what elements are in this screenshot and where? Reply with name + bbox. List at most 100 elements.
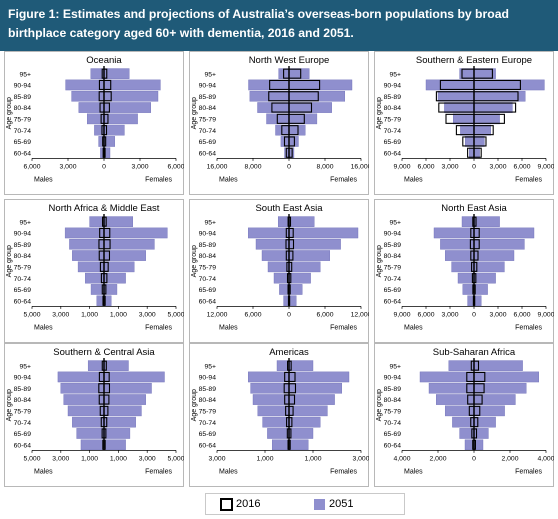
- y-tick-label: 80-84: [14, 105, 32, 112]
- bar-2051-female: [103, 250, 146, 261]
- bar-2051-female: [103, 227, 168, 239]
- chart-panel-north-east-asia: North East Asia 95+ 90-94 85-89 80-84 75-79 70…: [374, 199, 554, 343]
- x-tick-label: 2,000: [501, 455, 518, 462]
- bar-2051-male: [433, 227, 475, 239]
- legend: 2016 2051: [205, 493, 405, 515]
- bar-2051-male: [452, 113, 475, 125]
- y-tick-label: 75-79: [14, 408, 32, 415]
- x-tick-label: 6,000: [244, 311, 261, 318]
- y-tick-label: 60-64: [384, 442, 402, 449]
- bar-2051-male: [273, 272, 290, 284]
- chart-panel-southern-eastern-europe: Southern & Eastern Europe 95+ 90-94 85-89 80…: [374, 51, 554, 195]
- chart-title: North Africa & Middle East: [49, 203, 160, 214]
- bar-2051-female: [473, 360, 523, 371]
- y-tick-label: 75-79: [384, 408, 402, 415]
- y-tick-label: 65-69: [384, 431, 402, 438]
- x-tick-label: 3,000: [52, 455, 69, 462]
- pyramid-svg: North West Europe 95+ 90-94 85-89 80-84 75-79…: [189, 51, 369, 195]
- x-tick-label: 3,000: [352, 455, 369, 462]
- x-tick-label: 12,000: [207, 311, 228, 318]
- x-tick-label: 16,000: [351, 163, 369, 170]
- x-label-females: Females: [515, 468, 542, 475]
- bar-2051-male: [261, 250, 290, 261]
- y-tick-label: 70-74: [384, 128, 402, 135]
- chart-panel-south-east-asia: South East Asia 95+ 90-94 85-89 80-84 75-79 70…: [189, 199, 369, 343]
- x-label-males: Males: [404, 176, 423, 183]
- y-tick-label: 75-79: [384, 264, 402, 271]
- y-tick-label: 60-64: [199, 298, 217, 305]
- y-tick-label: 70-74: [384, 276, 402, 283]
- bar-2051-female: [103, 394, 146, 405]
- y-axis-label: Age group: [376, 97, 383, 129]
- x-tick-label: 8,000: [316, 163, 333, 170]
- x-label-males: Males: [219, 176, 238, 183]
- bar-2051-male: [425, 79, 475, 91]
- x-tick-label: 5,000: [23, 311, 40, 318]
- bar-2051-female: [103, 238, 155, 250]
- y-axis-label: Age group: [6, 389, 13, 421]
- y-tick-label: 70-74: [14, 276, 32, 283]
- bar-2051-female: [473, 405, 505, 417]
- bar-2051-male: [448, 360, 475, 371]
- y-tick-label: 80-84: [199, 105, 217, 112]
- bar-2051-male: [436, 394, 475, 405]
- chart-panel-north-west-europe: North West Europe 95+ 90-94 85-89 80-84 75-79…: [189, 51, 369, 195]
- bar-2051-male: [468, 147, 475, 159]
- y-tick-label: 95+: [19, 71, 31, 78]
- bar-2051-female: [288, 90, 345, 102]
- y-tick-label: 80-84: [384, 105, 402, 112]
- bar-2051-female: [473, 227, 535, 239]
- bar-2051-female: [473, 147, 480, 159]
- bar-2051-female: [103, 79, 161, 91]
- x-label-females: Females: [515, 176, 542, 183]
- y-tick-label: 95+: [204, 219, 216, 226]
- x-tick-label: 3,000: [208, 455, 225, 462]
- y-tick-label: 95+: [204, 363, 216, 370]
- y-tick-label: 80-84: [14, 397, 32, 404]
- x-tick-label: 4,000: [393, 455, 410, 462]
- x-tick-label: 12,000: [351, 311, 369, 318]
- y-tick-label: 60-64: [199, 442, 217, 449]
- bar-2051-male: [257, 405, 290, 417]
- x-tick-label: 0: [102, 163, 106, 170]
- y-tick-label: 65-69: [199, 431, 217, 438]
- bar-2051-male: [257, 102, 290, 113]
- x-tick-label: 8,000: [244, 163, 261, 170]
- y-tick-label: 95+: [389, 363, 401, 370]
- bar-2051-male: [252, 394, 290, 405]
- legend-label-2016: 2016: [236, 498, 261, 510]
- bar-2051-female: [288, 394, 335, 405]
- y-tick-label: 95+: [389, 71, 401, 78]
- bar-2051-female: [288, 136, 299, 147]
- x-label-males: Males: [34, 176, 53, 183]
- bar-2051-female: [103, 216, 133, 227]
- x-tick-label: 5,000: [23, 455, 40, 462]
- bar-2051-female: [473, 284, 488, 295]
- bar-2051-female: [103, 416, 136, 428]
- y-tick-label: 70-74: [199, 128, 217, 135]
- y-axis-label: Age group: [6, 97, 13, 129]
- chart-title: Sub-Saharan Africa: [433, 347, 516, 358]
- bar-2051-female: [473, 382, 527, 394]
- y-tick-label: 60-64: [199, 150, 217, 157]
- bar-2051-male: [87, 360, 105, 371]
- bar-2051-female: [288, 272, 311, 284]
- y-tick-label: 70-74: [199, 420, 217, 427]
- x-tick-label: 3,000: [441, 163, 458, 170]
- y-tick-label: 60-64: [384, 298, 402, 305]
- y-tick-label: 90-94: [384, 375, 402, 382]
- pyramid-svg: Southern & Central Asia 95+ 90-94 85-89 80-8…: [4, 343, 184, 487]
- chart-title: Southern & Eastern Europe: [416, 55, 532, 66]
- bar-2051-male: [457, 272, 475, 284]
- y-tick-label: 80-84: [384, 397, 402, 404]
- x-tick-label: 6,000: [316, 311, 333, 318]
- x-tick-label: 0: [472, 311, 476, 318]
- bar-2051-male: [255, 238, 290, 250]
- x-label-males: Males: [404, 468, 423, 475]
- x-tick-label: 6,000: [417, 311, 434, 318]
- bar-2051-female: [288, 79, 353, 91]
- y-tick-label: 85-89: [199, 94, 217, 101]
- y-tick-label: 90-94: [14, 83, 32, 90]
- bar-2051-female: [473, 371, 540, 383]
- y-tick-label: 65-69: [14, 139, 32, 146]
